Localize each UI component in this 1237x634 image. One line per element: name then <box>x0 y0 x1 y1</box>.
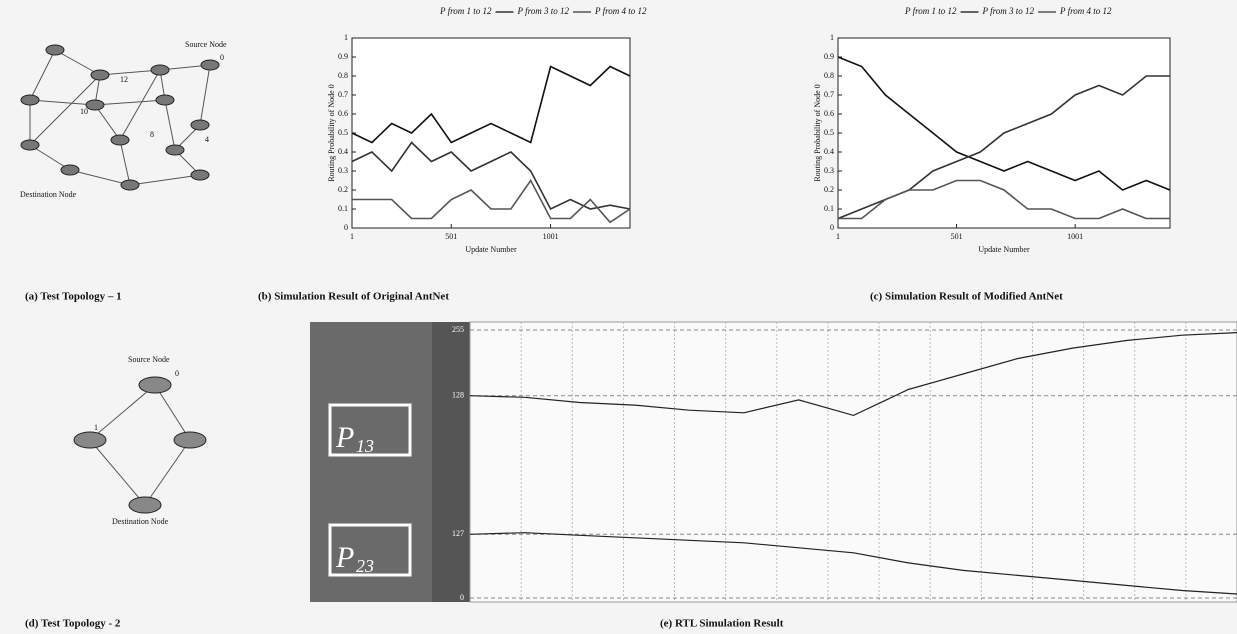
rtl-wave-area <box>470 322 1237 602</box>
legend-label: P from 1 to 12 <box>904 6 957 16</box>
node-label: 12 <box>120 75 128 84</box>
node-label: 0 <box>175 369 179 378</box>
y-tick-label: 0.1 <box>824 204 834 213</box>
y-tick-label: 0.1 <box>338 204 348 213</box>
x-tick-label: 501 <box>445 232 457 241</box>
x-axis-label: Update Number <box>465 245 517 254</box>
caption: (d) Test Topology - 2 <box>25 618 121 630</box>
y-tick-label: 0.7 <box>824 90 834 99</box>
y-tick-label: 1 <box>830 33 834 42</box>
y-axis-label: Routing Probability of Node 0 <box>813 84 822 181</box>
caption: (e) RTL Simulation Result <box>660 618 784 630</box>
signal-subscript: 13 <box>356 436 374 456</box>
caption: (a) Test Topology – 1 <box>25 291 122 303</box>
caption: (c) Simulation Result of Modified AntNet <box>870 291 1063 303</box>
rtl-value-strip <box>432 322 470 602</box>
legend-label: P from 4 to 12 <box>1059 6 1112 16</box>
y-tick-label: 0.4 <box>824 147 834 156</box>
y-tick-label: 0.7 <box>338 90 348 99</box>
legend-label: P from 4 to 12 <box>594 6 647 16</box>
level-label: 128 <box>452 391 464 400</box>
y-tick-label: 0.9 <box>824 52 834 61</box>
node-label: 8 <box>150 130 154 139</box>
legend-label: P from 3 to 12 <box>517 6 570 16</box>
node-label: 1 <box>94 423 98 432</box>
figure: Source Node 0 12 10 8 4 Destination Node… <box>0 0 1237 634</box>
legend-label: P from 3 to 12 <box>982 6 1035 16</box>
y-tick-label: 0.4 <box>338 147 348 156</box>
y-tick-label: 0.8 <box>824 71 834 80</box>
y-tick-label: 0.6 <box>338 109 348 118</box>
signal-subscript: 23 <box>356 556 374 576</box>
node-label: Destination Node <box>112 517 169 526</box>
y-tick-label: 0.5 <box>824 128 834 137</box>
y-tick-label: 0.2 <box>338 185 348 194</box>
signal-name: P <box>335 541 354 574</box>
y-tick-label: 0.2 <box>824 185 834 194</box>
level-label: 255 <box>452 325 464 334</box>
x-tick-label: 501 <box>951 232 963 241</box>
y-tick-label: 0.6 <box>824 109 834 118</box>
y-tick-label: 0.8 <box>338 71 348 80</box>
x-tick-label: 1 <box>350 232 354 241</box>
y-tick-label: 0.3 <box>338 166 348 175</box>
x-tick-label: 1001 <box>543 232 559 241</box>
x-axis-label: Update Number <box>978 245 1030 254</box>
page: Source Node 0 12 10 8 4 Destination Node… <box>0 0 1237 634</box>
y-axis-label: Routing Probability of Node 0 <box>327 84 336 181</box>
y-tick-label: 0 <box>344 223 348 232</box>
node-label: Destination Node <box>20 190 77 199</box>
node-label: Source Node <box>185 40 227 49</box>
y-tick-label: 0.5 <box>338 128 348 137</box>
node-label: Source Node <box>128 355 170 364</box>
node-label: 10 <box>80 107 88 116</box>
x-tick-label: 1001 <box>1067 232 1083 241</box>
y-tick-label: 0 <box>830 223 834 232</box>
level-label: 127 <box>452 529 464 538</box>
level-label: 0 <box>460 593 464 602</box>
node-label: 4 <box>205 135 209 144</box>
x-tick-label: 1 <box>836 232 840 241</box>
y-tick-label: 1 <box>344 33 348 42</box>
caption: (b) Simulation Result of Original AntNet <box>258 291 449 303</box>
plot-frame <box>352 38 630 228</box>
y-tick-label: 0.9 <box>338 52 348 61</box>
signal-name: P <box>335 421 354 454</box>
node-label: 0 <box>220 53 224 62</box>
y-tick-label: 0.3 <box>824 166 834 175</box>
legend-label: P from 1 to 12 <box>439 6 492 16</box>
